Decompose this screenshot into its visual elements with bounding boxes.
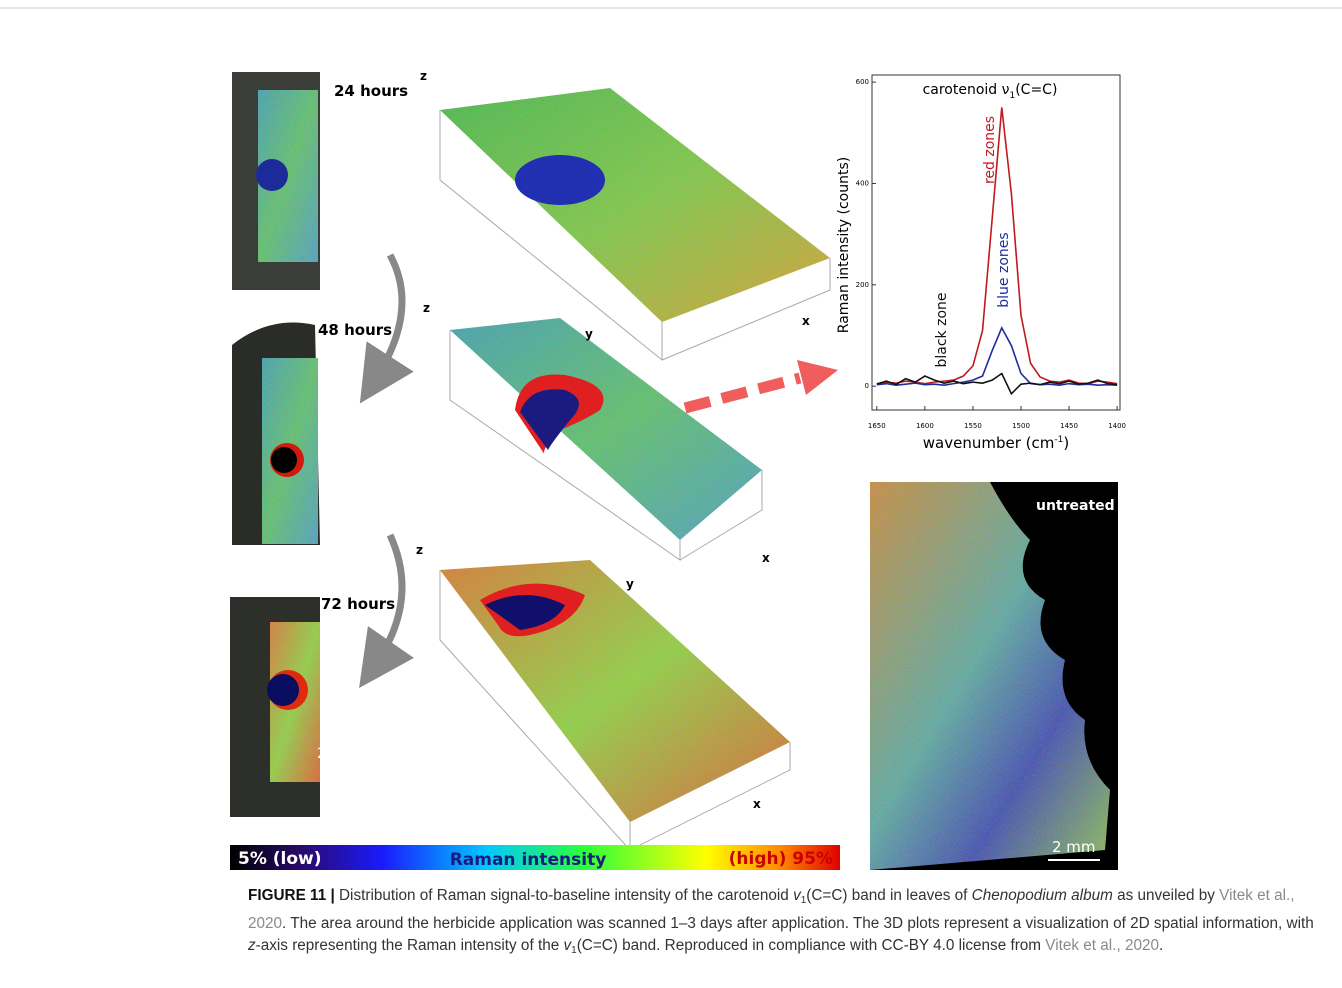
series-label: blue zones [996,232,1012,307]
axis-letter: z [416,543,423,557]
caption-part: z [248,937,256,954]
spectrum-chart: 1650 1600 1550 1500 1450 1400 0 200 400 600 red zo… [836,74,1126,452]
axis-title-part: carotenoid ν [923,82,1010,98]
plot-frame [871,74,1121,411]
caption-part: . [282,914,287,932]
arrow [683,360,838,414]
y-axis-title: Raman intensity (counts) [836,157,852,333]
surface-plots: z x z y x z y x y [416,69,831,865]
leaf-panels: 24 hours 48 hours 72 hours 2 mm 2 mm 2 m… [230,72,414,817]
axis-letter: y [585,327,593,341]
spectrum-line [876,326,1118,386]
caption-part: v [793,887,801,904]
x-tick-label: 1650 [868,422,886,430]
x-tick-label: 1500 [1012,422,1030,430]
x-tick-label: 1550 [964,422,982,430]
untreated-panel: untreated 2 mm [870,482,1118,870]
figure: 24 hours 48 hours 72 hours 2 mm 2 mm 2 m… [0,7,1342,870]
axis-letter: z [420,69,427,83]
colorbar-title: Raman intensity [450,850,607,870]
y-tick-label: 400 [856,179,869,187]
y-tick-label: 200 [856,281,869,289]
x-tick-label: 1600 [916,422,934,430]
scale-label: 2 mm [322,494,363,510]
caption-part: 1 [571,945,577,956]
caption-part: (C=C) band in leaves of [806,887,972,904]
scale-label: 2 mm [1052,838,1096,856]
x-tick-label: 1450 [1060,422,1078,430]
axis-title: wavenumber (cm-1) [923,434,1069,452]
axis-title-part: (C=C) [1015,82,1057,98]
caption: FIGURE 11 | Distribution of Raman signal… [248,885,1323,963]
time-label: 24 hours [334,82,408,100]
axis-letter: x [762,551,770,565]
colorbar [230,845,840,870]
axis-letter: y [626,577,634,591]
y-tick-label: 0 [865,382,869,390]
axis-title-part: ) [1063,434,1069,452]
axis-letter: x [802,314,810,328]
caption-part: as unveiled by [1112,887,1220,904]
time-label: 48 hours [318,321,392,339]
series-label: black zone [934,292,950,367]
caption-part: FIGURE 11 | [248,887,335,904]
axis-title-part: -1 [1054,435,1063,445]
axis-title-part: wavenumber (cm [923,434,1055,452]
citation-link[interactable]: Vitek et al., 2020 [248,887,1295,932]
spectrum-line [876,107,1118,385]
x-tick-label: 1400 [1108,422,1126,430]
axis-letter: x [753,797,761,811]
spectrum-line [876,372,1118,396]
panel-label: untreated [1036,498,1115,514]
caption-part: . [1158,937,1164,954]
time-label: 72 hours [321,595,395,613]
axis-letter: z [423,301,430,315]
caption-part: v [563,937,572,954]
caption-part: -axis representing the Raman intensity o… [255,937,564,954]
colorbar-low: 5% (low) [238,849,322,869]
axis-title-part: 1 [1009,91,1015,101]
colorbar-high: (high) 95% [729,849,833,869]
caption-part: (C=C) band. Reproduced in compliance wit… [576,937,1046,954]
scale-label: 2 mm [317,746,358,762]
axis-title: carotenoid ν1(C=C) [923,82,1058,101]
caption-part: The area around the herbicide applicatio… [286,914,1314,932]
caption-part: Chenopodium album [971,887,1113,904]
caption-part: Distribution of Raman signal-to-baseline… [334,887,794,904]
y-tick-label: 600 [856,78,869,86]
scale-label: 2 mm [338,210,379,226]
series-label: red zones [982,116,998,184]
citation-link[interactable]: Vitek et al., 2020 [1045,937,1159,954]
caption-part: 1 [800,895,807,906]
